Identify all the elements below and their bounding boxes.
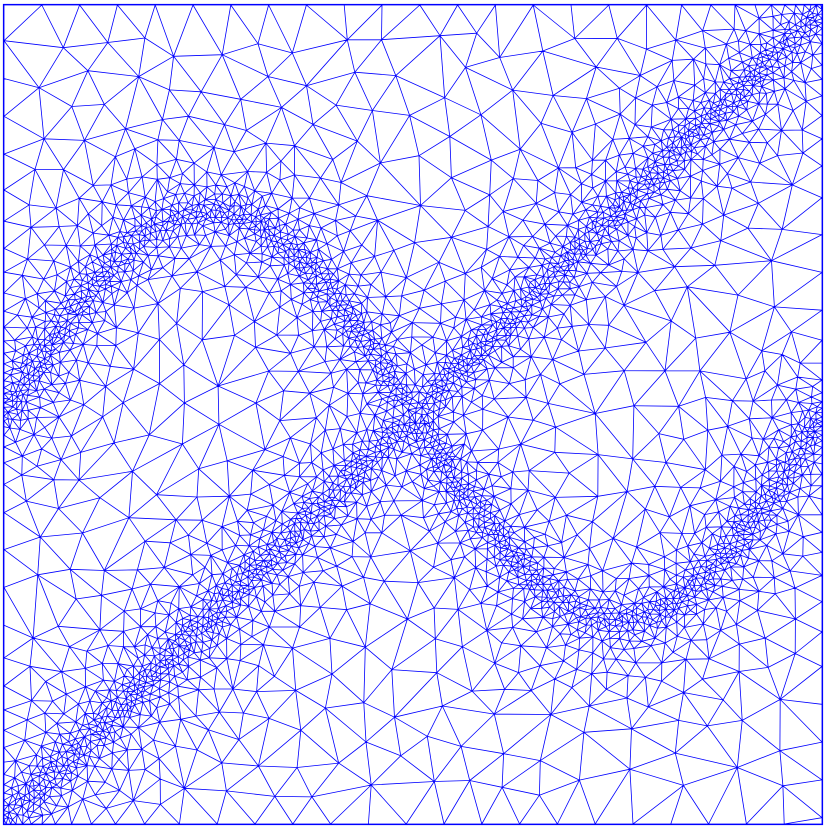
domain-border [2, 3, 824, 826]
